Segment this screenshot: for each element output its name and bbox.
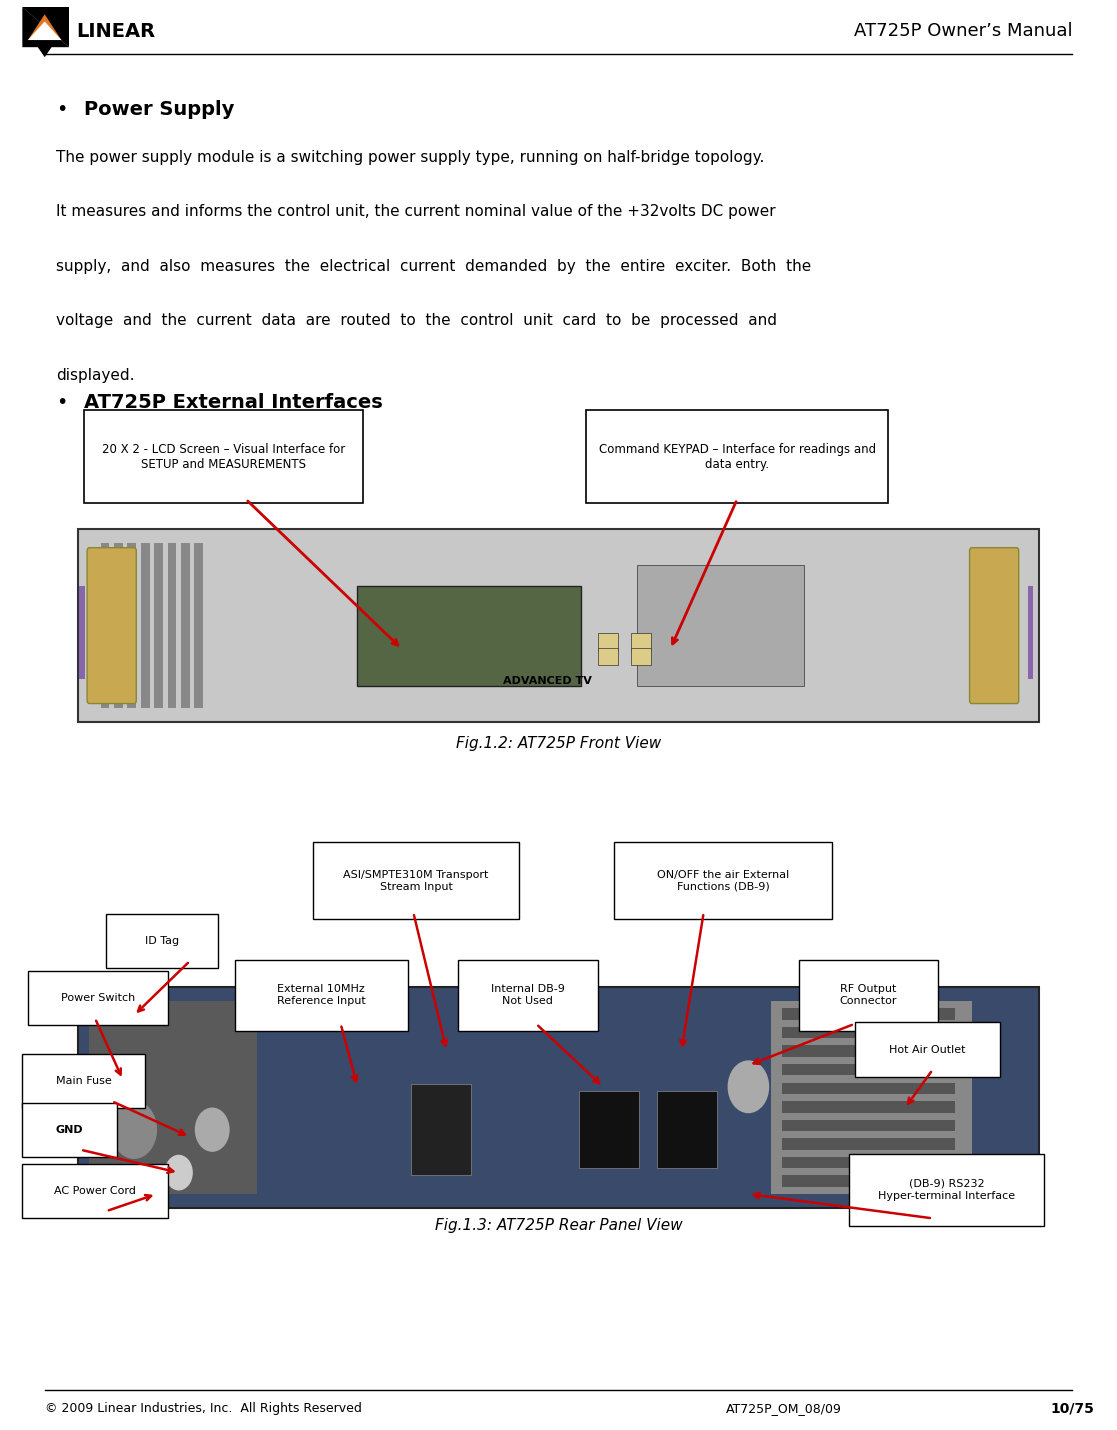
FancyBboxPatch shape [458, 960, 598, 1031]
Text: AT725P External Interfaces: AT725P External Interfaces [84, 393, 382, 412]
FancyBboxPatch shape [313, 842, 519, 919]
FancyBboxPatch shape [89, 1001, 257, 1194]
Text: 20 X 2 - LCD Screen – Visual Interface for
SETUP and MEASUREMENTS: 20 X 2 - LCD Screen – Visual Interface f… [102, 443, 345, 470]
FancyBboxPatch shape [782, 1027, 955, 1038]
FancyBboxPatch shape [598, 648, 618, 665]
FancyBboxPatch shape [168, 543, 176, 708]
FancyBboxPatch shape [181, 543, 190, 708]
FancyBboxPatch shape [78, 529, 1039, 722]
FancyBboxPatch shape [411, 1084, 471, 1175]
FancyBboxPatch shape [22, 1164, 168, 1218]
Text: supply,  and  also  measures  the  electrical  current  demanded  by  the  entir: supply, and also measures the electrical… [56, 259, 811, 273]
FancyBboxPatch shape [631, 633, 651, 651]
Text: displayed.: displayed. [56, 368, 134, 382]
FancyBboxPatch shape [357, 586, 581, 686]
Text: RF Output
Connector: RF Output Connector [840, 984, 897, 1007]
Circle shape [165, 1155, 192, 1190]
Text: Internal DB-9
Not Used: Internal DB-9 Not Used [490, 984, 565, 1007]
Circle shape [195, 1108, 229, 1151]
Text: Hot Air Outlet: Hot Air Outlet [889, 1045, 965, 1054]
FancyBboxPatch shape [127, 543, 136, 708]
Text: Fig.1.2: AT725P Front View: Fig.1.2: AT725P Front View [456, 736, 661, 751]
FancyBboxPatch shape [782, 1064, 955, 1075]
FancyBboxPatch shape [614, 842, 832, 919]
Text: •: • [56, 100, 67, 119]
FancyBboxPatch shape [268, 1001, 760, 1194]
Circle shape [112, 1101, 156, 1158]
Text: 10/75: 10/75 [1050, 1401, 1094, 1416]
Polygon shape [22, 7, 69, 47]
FancyBboxPatch shape [782, 1175, 955, 1187]
FancyBboxPatch shape [87, 548, 136, 704]
FancyBboxPatch shape [799, 960, 938, 1031]
FancyBboxPatch shape [22, 1103, 117, 1157]
Circle shape [728, 1061, 768, 1113]
FancyBboxPatch shape [855, 1022, 1000, 1077]
Text: ASI/SMPTE310M Transport
Stream Input: ASI/SMPTE310M Transport Stream Input [343, 869, 489, 892]
Text: ID Tag: ID Tag [145, 937, 179, 945]
FancyBboxPatch shape [782, 1045, 955, 1057]
FancyBboxPatch shape [154, 543, 163, 708]
FancyBboxPatch shape [782, 1120, 955, 1131]
FancyBboxPatch shape [235, 960, 408, 1031]
FancyBboxPatch shape [194, 543, 203, 708]
FancyBboxPatch shape [106, 914, 218, 968]
FancyBboxPatch shape [637, 565, 804, 686]
Polygon shape [28, 21, 61, 40]
FancyBboxPatch shape [598, 633, 618, 651]
FancyBboxPatch shape [84, 410, 363, 503]
Text: It measures and informs the control unit, the current nominal value of the +32vo: It measures and informs the control unit… [56, 204, 775, 219]
FancyBboxPatch shape [101, 543, 109, 708]
Polygon shape [28, 14, 61, 40]
FancyBboxPatch shape [782, 1138, 955, 1150]
FancyBboxPatch shape [79, 586, 85, 679]
FancyBboxPatch shape [78, 987, 1039, 1208]
Text: Command KEYPAD – Interface for readings and
data entry.: Command KEYPAD – Interface for readings … [599, 443, 876, 470]
Text: Power Supply: Power Supply [84, 100, 235, 119]
Text: voltage  and  the  current  data  are  routed  to  the  control  unit  card  to : voltage and the current data are routed … [56, 313, 776, 327]
Text: External 10MHz
Reference Input: External 10MHz Reference Input [277, 984, 365, 1007]
Text: Power Switch: Power Switch [60, 994, 135, 1002]
FancyBboxPatch shape [970, 548, 1019, 704]
Text: Fig.1.3: AT725P Rear Panel View: Fig.1.3: AT725P Rear Panel View [435, 1218, 682, 1233]
FancyBboxPatch shape [782, 1157, 955, 1168]
FancyBboxPatch shape [782, 1101, 955, 1113]
Polygon shape [37, 46, 52, 57]
FancyBboxPatch shape [631, 648, 651, 665]
FancyBboxPatch shape [114, 543, 123, 708]
FancyBboxPatch shape [579, 1091, 639, 1168]
Text: Main Fuse: Main Fuse [56, 1077, 112, 1085]
Text: The power supply module is a switching power supply type, running on half-bridge: The power supply module is a switching p… [56, 150, 764, 164]
FancyBboxPatch shape [771, 1001, 972, 1194]
Text: AT725P_OM_08/09: AT725P_OM_08/09 [726, 1401, 842, 1416]
FancyBboxPatch shape [782, 1083, 955, 1094]
FancyBboxPatch shape [1028, 586, 1033, 679]
Text: AT725P Owner’s Manual: AT725P Owner’s Manual [853, 23, 1072, 40]
Text: (DB-9) RS232
Hyper-terminal Interface: (DB-9) RS232 Hyper-terminal Interface [878, 1178, 1015, 1201]
FancyBboxPatch shape [141, 543, 150, 708]
FancyBboxPatch shape [657, 1091, 717, 1168]
FancyBboxPatch shape [782, 1008, 955, 1020]
Polygon shape [22, 7, 69, 47]
Text: ON/OFF the air External
Functions (DB-9): ON/OFF the air External Functions (DB-9) [657, 869, 790, 892]
Text: •: • [56, 393, 67, 412]
Text: LINEAR: LINEAR [76, 21, 155, 41]
Text: GND: GND [56, 1125, 84, 1134]
FancyBboxPatch shape [28, 971, 168, 1025]
FancyBboxPatch shape [849, 1154, 1044, 1226]
Text: ADVANCED TV: ADVANCED TV [503, 676, 592, 686]
Text: AC Power Cord: AC Power Cord [54, 1187, 136, 1195]
FancyBboxPatch shape [586, 410, 888, 503]
FancyBboxPatch shape [22, 1054, 145, 1108]
Text: © 2009 Linear Industries, Inc.  All Rights Reserved: © 2009 Linear Industries, Inc. All Right… [45, 1401, 362, 1416]
